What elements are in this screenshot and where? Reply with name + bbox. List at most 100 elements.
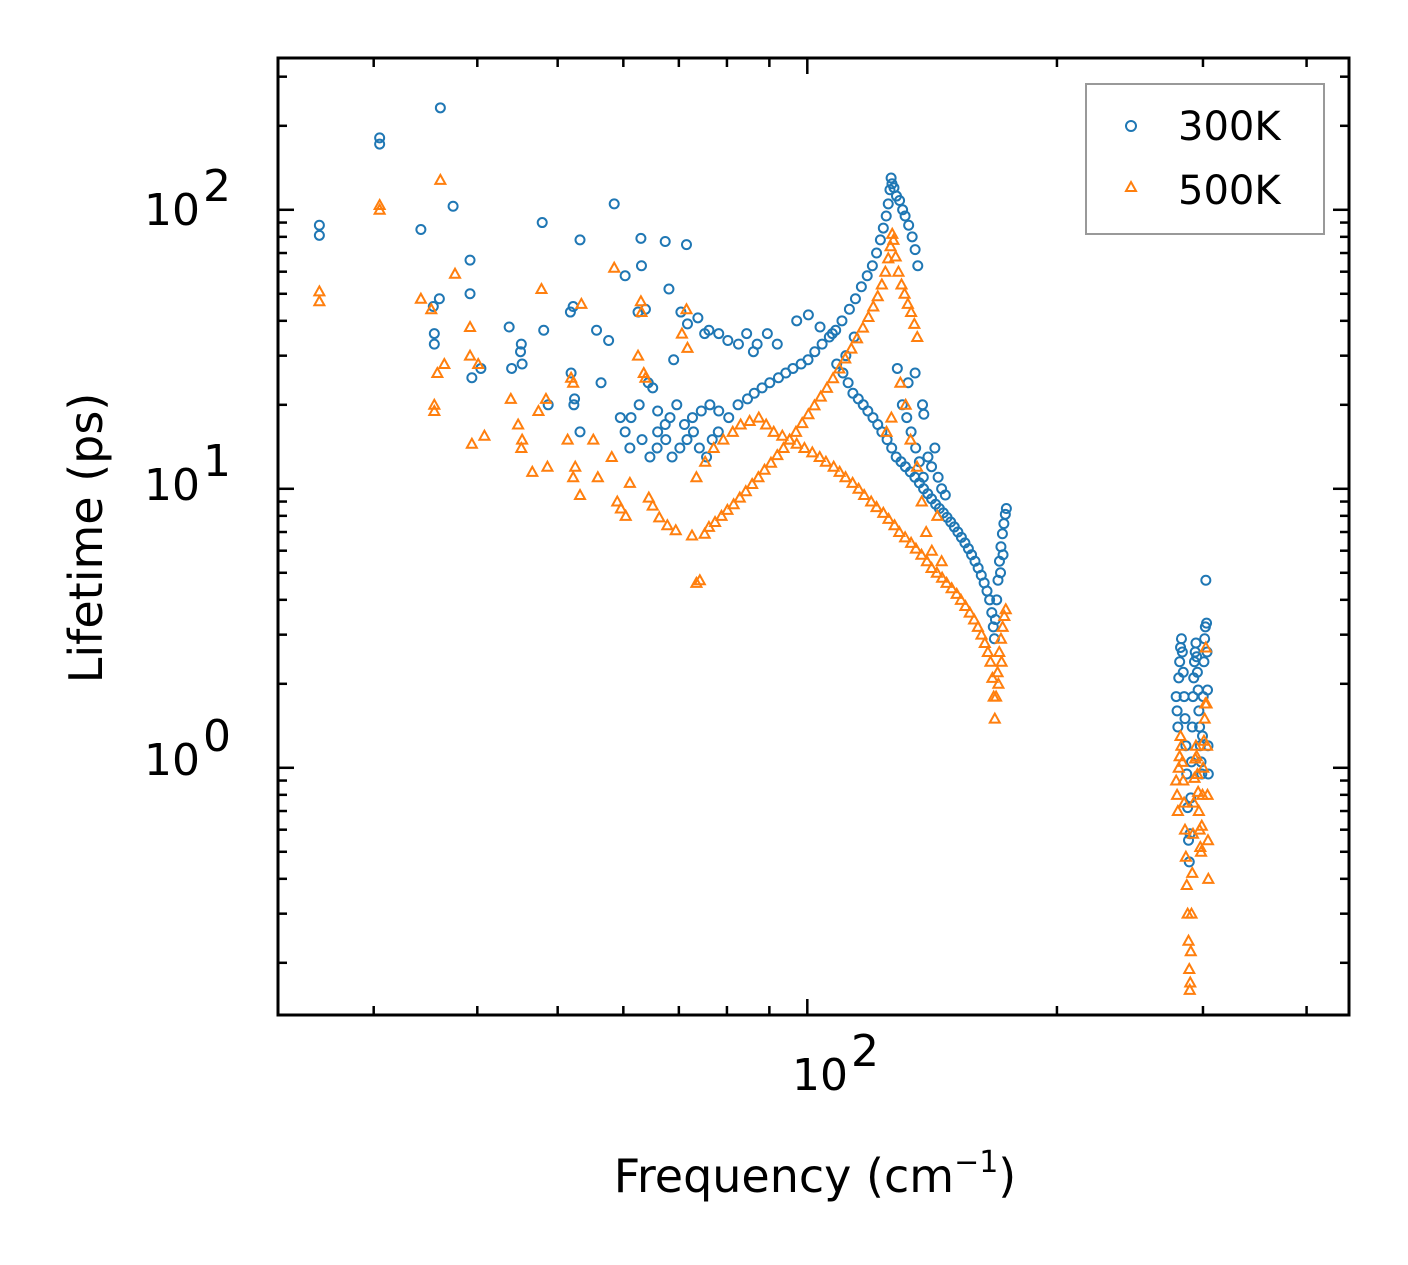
data-point-500K [689, 470, 704, 483]
data-point-500K [790, 436, 804, 449]
data-point-300K [671, 399, 683, 411]
data-point-500K [1179, 849, 1193, 862]
data-point-500K [934, 554, 949, 567]
data-point-300K [862, 405, 874, 417]
data-point-500K [1189, 749, 1204, 762]
data-point-500K [869, 500, 884, 513]
data-point-300K [852, 393, 864, 405]
data-point-500K [566, 375, 580, 388]
data-point-500K [573, 487, 587, 501]
data-point-500K [820, 380, 834, 393]
data-point-300K [836, 315, 848, 327]
y-tick-label-10-exp: 1 [203, 436, 231, 487]
data-point-500K [897, 286, 912, 299]
data-point-300K [732, 338, 744, 350]
data-point-500K [997, 608, 1011, 621]
data-point-300K [503, 321, 515, 333]
data-point-500K [884, 410, 899, 423]
data-point-300K [428, 338, 440, 350]
data-point-500K [991, 676, 1006, 689]
data-point-500K [924, 560, 939, 574]
data-point-300K [644, 451, 656, 463]
data-point-300K [536, 217, 548, 229]
data-point-500K [971, 619, 985, 632]
data-point-300K [809, 346, 821, 358]
data-point-500K [312, 294, 327, 307]
data-point-500K [539, 391, 553, 404]
data-point-500K [883, 239, 898, 252]
data-point-500K [1171, 803, 1185, 817]
data-point-500K [954, 592, 968, 605]
data-point-500K [525, 464, 540, 477]
data-point-300K [574, 234, 586, 246]
data-point-500K [646, 498, 660, 511]
data-point-300K [996, 528, 1008, 540]
data-point-500K [801, 407, 816, 420]
data-point-300K [926, 461, 938, 473]
data-point-300K [1202, 684, 1214, 696]
y-tick-label-1: 10 [144, 735, 200, 786]
data-point-300K [882, 198, 894, 210]
data-point-500K [901, 296, 915, 309]
y-tick-label-1-exp: 0 [203, 711, 231, 762]
data-point-500K [372, 202, 387, 215]
data-point-500K [1182, 961, 1196, 975]
data-point-300K [1174, 656, 1186, 668]
data-point-300K [861, 270, 873, 282]
data-point-500K [875, 277, 889, 290]
data-point-500K [1181, 933, 1196, 946]
data-point-300K [664, 412, 676, 424]
data-point-500K [866, 299, 880, 312]
data-point-500K [623, 475, 637, 488]
data-point-500K [844, 341, 859, 354]
data-point-300K [636, 434, 648, 446]
data-point-500K [733, 417, 748, 430]
data-point-300K [849, 293, 861, 305]
data-point-500K [631, 348, 645, 361]
data-point-300K [713, 328, 725, 340]
data-point-500K [610, 494, 624, 507]
data-point-300K [651, 442, 663, 454]
data-point-300K [756, 382, 768, 394]
data-point-300K [764, 377, 776, 389]
data-point-500K [767, 424, 781, 437]
data-point-500K [424, 302, 438, 315]
data-point-300K [663, 283, 675, 295]
data-point-500K [807, 398, 822, 411]
data-point-500K [1199, 696, 1214, 709]
data-point-300K [830, 324, 842, 336]
data-point-500K [1187, 795, 1201, 808]
data-point-300K [515, 338, 527, 350]
data-point-300K [701, 451, 713, 463]
x-tick-label-100: 10 [792, 1050, 848, 1101]
data-point-300K [668, 354, 680, 366]
data-point-500K [720, 502, 735, 515]
data-point-500K [879, 424, 894, 437]
data-point-300K [772, 372, 784, 384]
data-point-500K [477, 428, 492, 441]
data-point-300K [374, 132, 386, 144]
data-point-300K [891, 362, 903, 374]
y-tick-label-10: 10 [144, 460, 200, 511]
data-point-500K [716, 432, 731, 445]
data-point-300K [751, 338, 763, 350]
data-point-500K [988, 711, 1002, 724]
data-point-300K [840, 350, 852, 362]
x-tick-label-100-exp: 2 [851, 1026, 879, 1077]
data-point-500K [925, 543, 939, 556]
data-point-300K [542, 399, 554, 411]
legend-marker-300k [1125, 120, 1137, 132]
data-point-500K [892, 524, 906, 538]
legend-marker-500k [1124, 179, 1138, 192]
data-point-300K [374, 138, 386, 150]
data-point-300K [894, 194, 906, 206]
data-point-300K [1201, 617, 1213, 629]
data-point-500K [1201, 833, 1215, 846]
data-point-300K [761, 328, 773, 340]
data-point-300K [633, 399, 645, 411]
data-point-300K [313, 229, 325, 241]
data-point-500K [689, 575, 704, 588]
data-point-300K [1196, 730, 1208, 742]
data-point-300K [608, 198, 620, 210]
data-point-300K [1000, 502, 1012, 514]
